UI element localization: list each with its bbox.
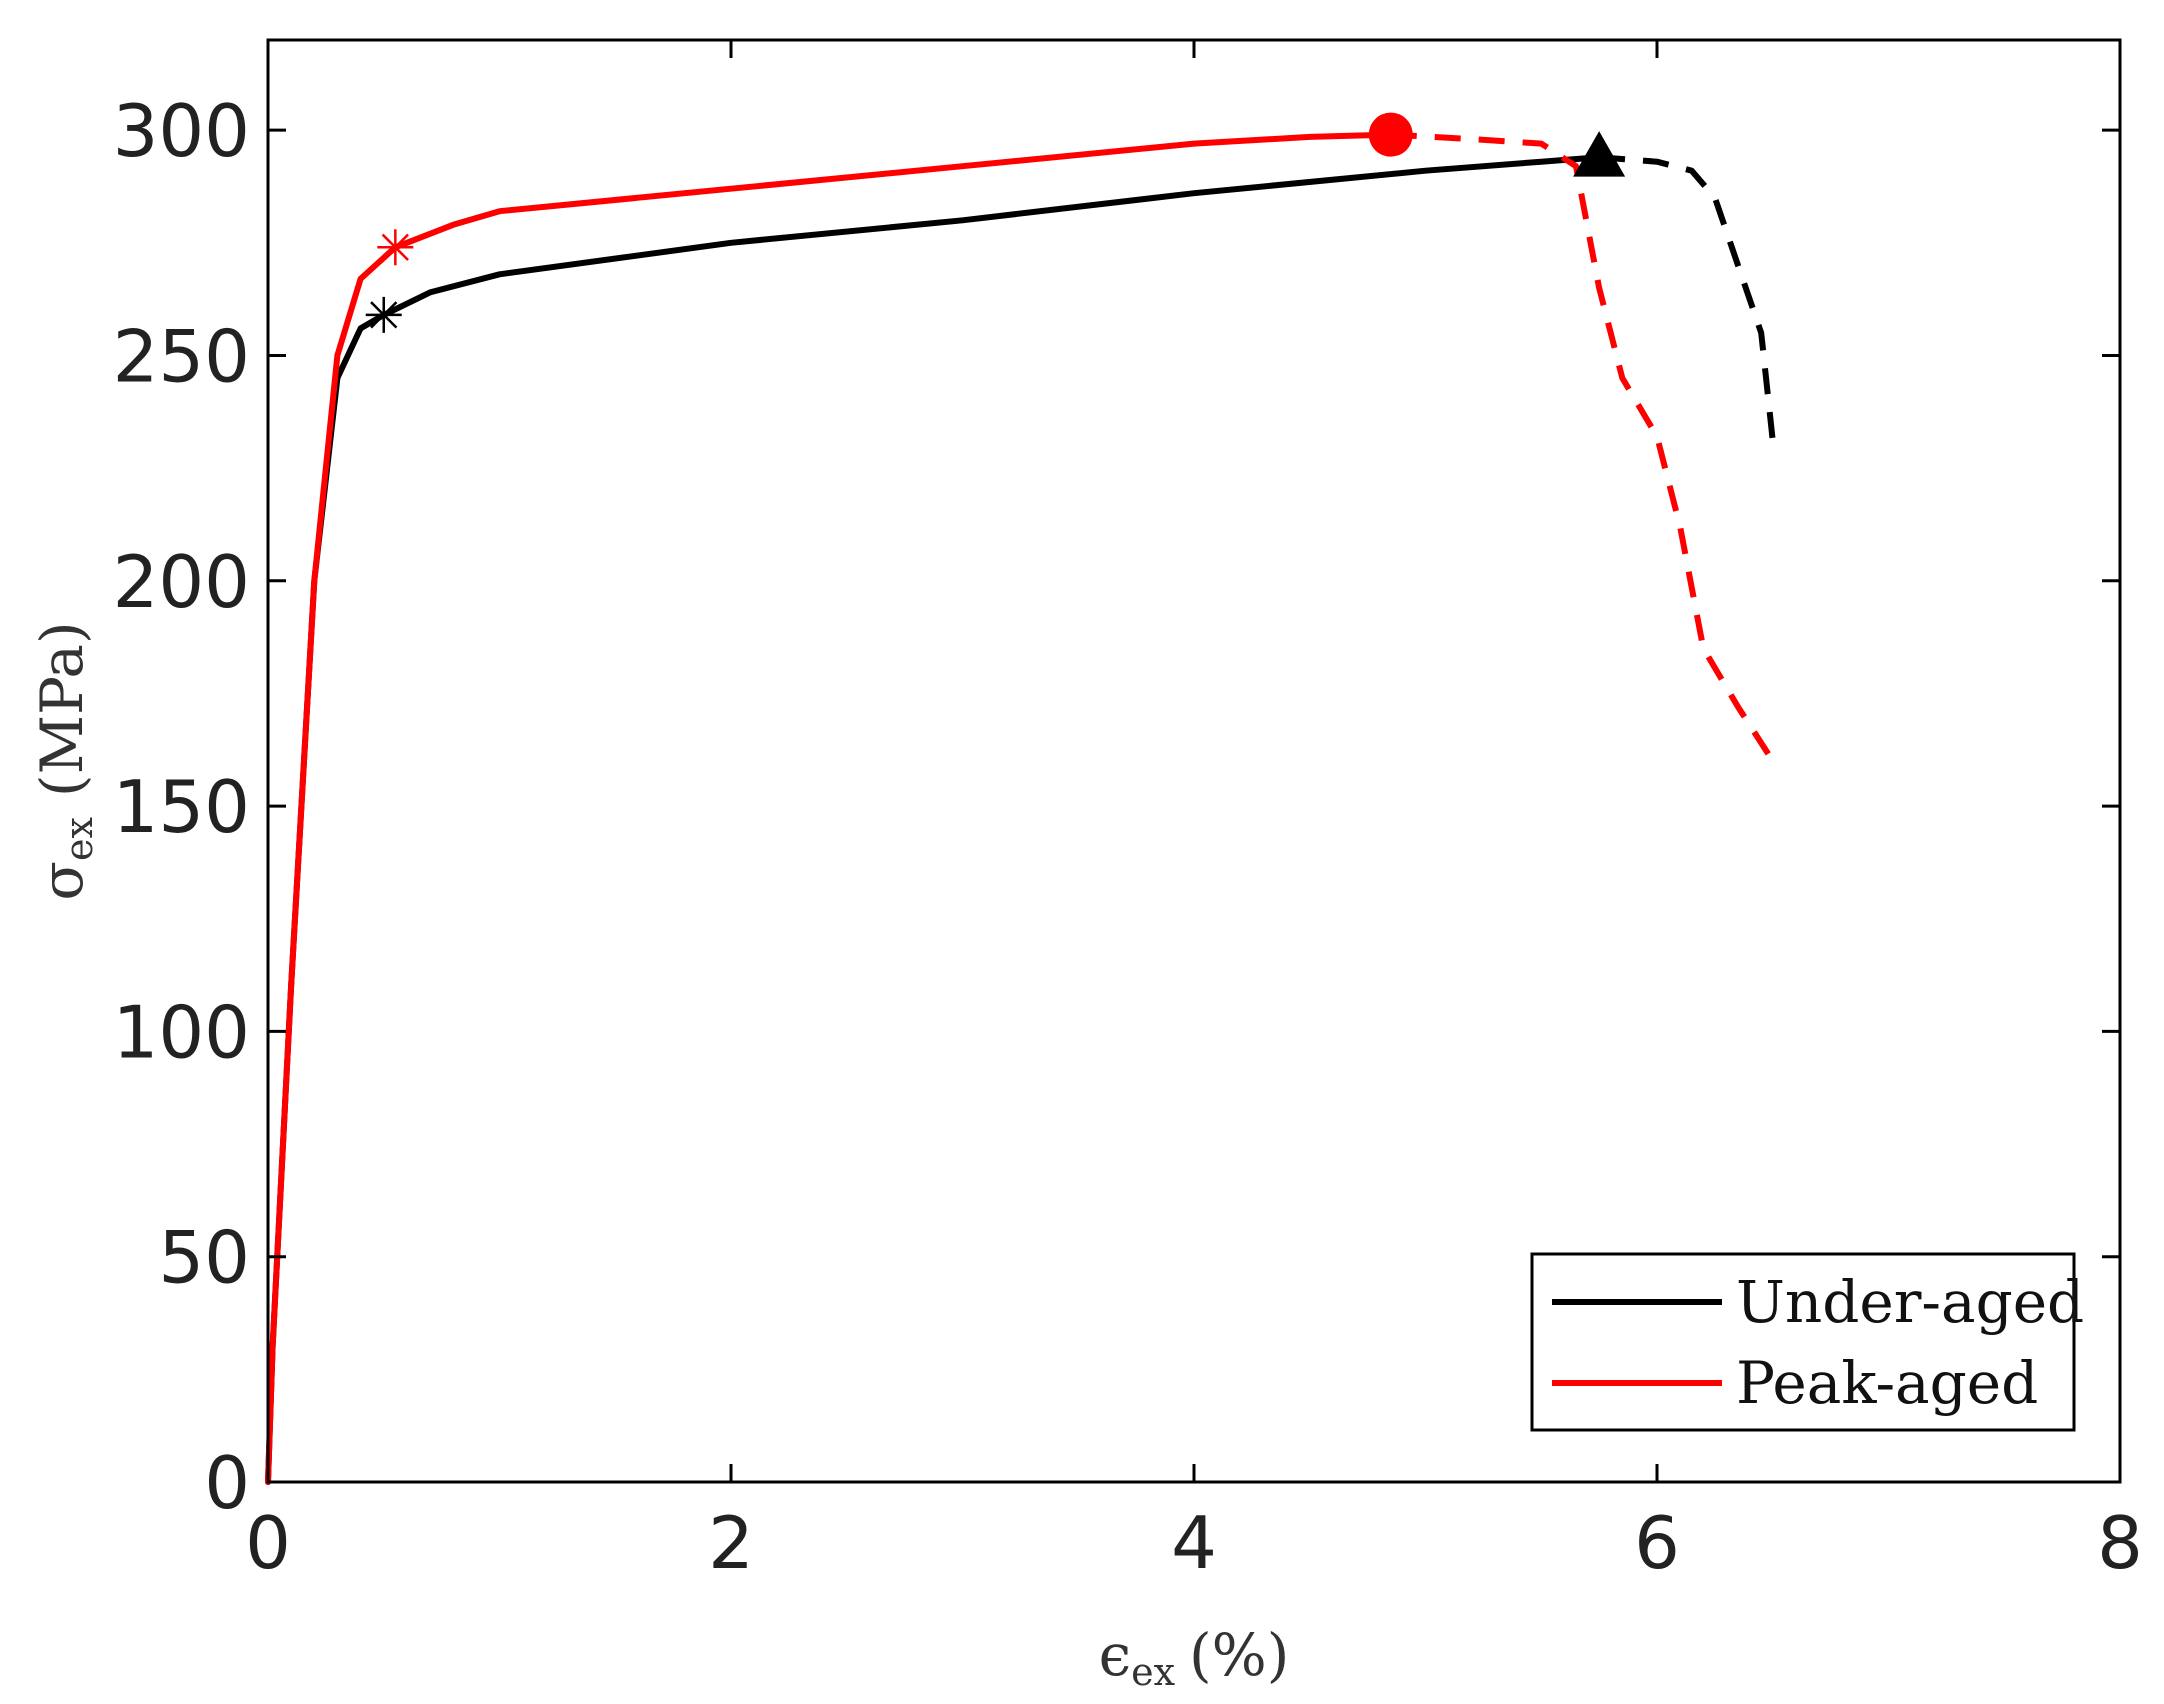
marker-peak-aged-yield (377, 229, 414, 266)
x-tick-label: 8 (2097, 1501, 2143, 1585)
y-tick-label: 200 (113, 540, 250, 624)
legend: Under-aged Peak-aged (1530, 1252, 2084, 1432)
y-tick-label: 0 (204, 1441, 250, 1525)
y-tick-label: 300 (113, 89, 250, 173)
x-tick-label: 0 (245, 1501, 291, 1585)
series-peak-aged-dashed-line (1390, 131, 1776, 763)
marker-layer (365, 112, 1626, 333)
y-tick-label: 150 (113, 765, 250, 849)
y-axis-symbol: σ (28, 861, 96, 901)
marker-peak-aged-ultimate (1368, 112, 1413, 157)
legend-label-peak-aged: Peak-aged (1736, 1349, 2038, 1417)
asterisk-stroke (370, 301, 398, 329)
x-axis-unit: (%) (1189, 1621, 1289, 1689)
legend-label-under-aged: Under-aged (1736, 1268, 2084, 1336)
series-under-aged-dashed-line (1598, 154, 1776, 442)
y-axis-unit: (MPa) (28, 621, 96, 797)
y-tick-label: 100 (113, 990, 250, 1074)
legend-box (1530, 1252, 2076, 1432)
x-tick-label: 4 (1171, 1501, 1217, 1585)
x-tick-label: 6 (1634, 1501, 1680, 1585)
x-axis-subscript: ex (1131, 1650, 1175, 1694)
x-axis-label: ϵex (%) (1099, 1621, 1290, 1694)
y-tick-label: 50 (158, 1216, 250, 1300)
x-axis-symbol: ϵ (1099, 1621, 1131, 1689)
tick-layer: 0 2 4 6 8 0 50 100 150 200 250 300 (113, 40, 2143, 1585)
y-axis-label: σex (MPa) (28, 621, 101, 900)
y-tick-label: 250 (113, 314, 250, 398)
marker-under-aged-yield (365, 296, 402, 333)
series-peak-aged-line (265, 131, 1394, 1485)
x-tick-label: 2 (708, 1501, 754, 1585)
asterisk-stroke (381, 233, 409, 261)
series-layer (265, 131, 1776, 1485)
plot-area (268, 40, 2120, 1482)
y-axis-subscript: ex (57, 817, 101, 861)
marker-under-aged-ultimate (1573, 131, 1626, 177)
